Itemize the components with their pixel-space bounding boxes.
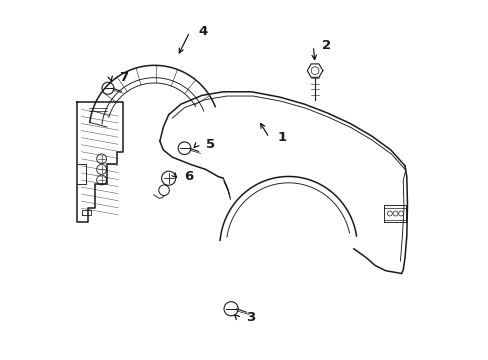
- Text: 4: 4: [198, 25, 207, 38]
- Text: 7: 7: [119, 71, 128, 84]
- Text: 6: 6: [184, 170, 193, 183]
- Text: 5: 5: [205, 138, 214, 151]
- Text: 2: 2: [322, 40, 330, 53]
- Text: 3: 3: [246, 311, 255, 324]
- Circle shape: [398, 211, 403, 216]
- Circle shape: [386, 211, 391, 216]
- Text: 1: 1: [278, 131, 286, 144]
- Circle shape: [392, 211, 397, 216]
